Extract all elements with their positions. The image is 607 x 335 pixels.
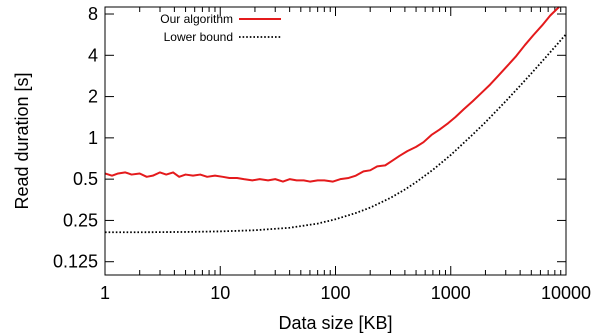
y-tick-label: 2 (88, 87, 98, 107)
series-line-2 (105, 33, 567, 234)
tick-labels: 1 10 100 1000 10000 0.125 0.25 0.5 1 2 4 8 (53, 4, 591, 303)
x-tick-label: 10000 (541, 283, 591, 303)
axis-ticks (104, 7, 567, 275)
x-tick-label: 1000 (431, 283, 471, 303)
plot-frame (104, 6, 567, 276)
y-tick-label: 0.5 (73, 169, 98, 189)
legend-entry-label: Our algorithm (160, 12, 233, 26)
y-tick-label: 0.25 (63, 210, 98, 230)
y-tick-label: 0.125 (53, 252, 98, 272)
legend: Our algorithm Lower bound (160, 12, 281, 44)
series-layer (104, 6, 567, 234)
x-axis-title: Data size [KB] (278, 313, 392, 333)
legend-entry-label: Lower bound (164, 30, 233, 44)
y-tick-label: 8 (88, 4, 98, 24)
x-tick-label: 1 (100, 283, 110, 303)
y-axis-title: Read duration [s] (12, 72, 32, 209)
series-line-1 (104, 6, 560, 183)
x-tick-label: 100 (320, 283, 350, 303)
x-tick-label: 10 (210, 283, 230, 303)
y-tick-label: 4 (88, 45, 98, 65)
y-tick-label: 1 (88, 128, 98, 148)
